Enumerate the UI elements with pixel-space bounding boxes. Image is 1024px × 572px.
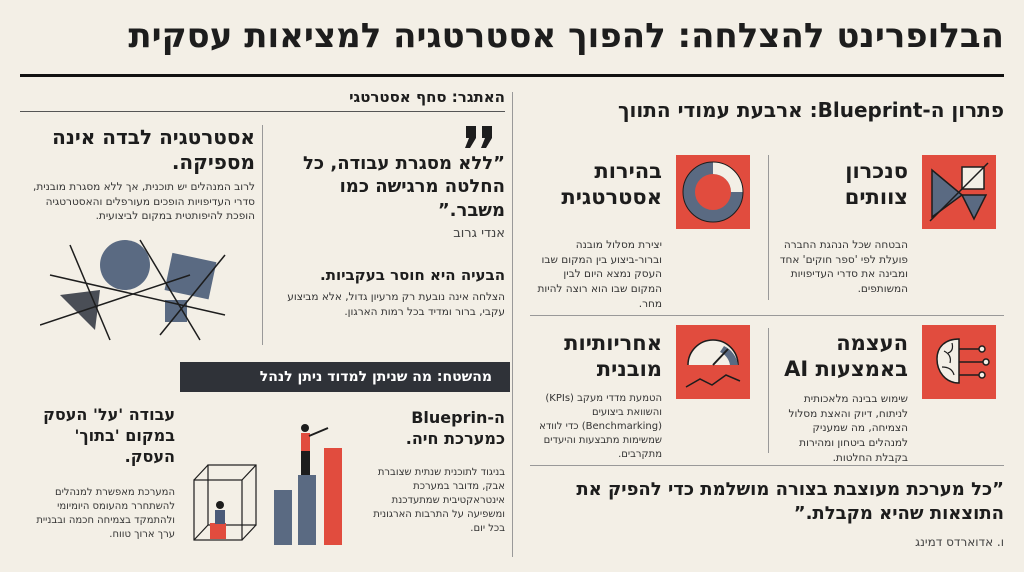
divider: [768, 155, 769, 300]
pillar-title: סנכרון צוותים: [844, 159, 908, 210]
pillar-text: הבטחה שכל הנהגת החברה פועלת לפי 'ספר חוק…: [779, 239, 908, 296]
rule: [20, 111, 505, 112]
pillar-title: בהירות אסטרטגית: [561, 159, 662, 210]
living-title: ה-Blueprin כמערכת חיה.: [405, 408, 505, 448]
challenge-heading: האתגר: סחף אסטרטגי: [349, 88, 505, 106]
divider: [530, 465, 1004, 466]
quote-icon: [465, 126, 492, 148]
ai-icon: [922, 325, 996, 399]
outside-title: עבודה 'על' העסק במקום 'בתוך' העסק.: [43, 405, 175, 466]
problem-text: הצלחה אינה נובעת רק מרעיון גדול, אלא מבי…: [287, 291, 505, 318]
pillar-text: שימוש בבינה מלאכותית לניתוח, דיוק והאצת …: [788, 393, 909, 464]
quote-author: אנדי גרוב: [453, 226, 505, 241]
divider: [768, 328, 769, 453]
pillar-title: אחריותיות מובנית: [564, 331, 662, 382]
sync-icon: [922, 155, 996, 229]
accountability-icon: [676, 325, 750, 399]
title-rule: [20, 74, 1004, 77]
divider: [530, 315, 1004, 316]
column-divider: [512, 92, 513, 557]
quote-text: ”ללא מסגרת עבודה, כל החלטה מרגישה כמו מש…: [303, 153, 505, 221]
living-text: בניגוד לתוכנית שנתית שצוברת אבק, מדובר ב…: [373, 467, 505, 534]
pillar-text: הטמעת מדדי מעקב (KPIs) והשוואת ביצועים (…: [539, 393, 662, 460]
problem-title: הבעיה היא חוסר בעקביות.: [320, 266, 505, 284]
closing-quote: ”כל מערכת מעוצבת בצורה מושלמת כדי להפיק …: [576, 479, 1004, 525]
growth-art: [274, 424, 342, 545]
insufficient-title: אסטרטגיה לבדה אינה מספיקה.: [52, 125, 255, 174]
field-banner: מהשטח: מה שניתן למדוד ניתן לנהל: [180, 362, 510, 392]
box-art: [193, 464, 257, 541]
pillar-title: העצמה באמצעות AI: [784, 331, 908, 382]
title: הבלופרינט להצלחה: להפוך אסטרטגיה למציאות…: [128, 16, 1004, 56]
closing-author: ו. אדוארדס דמינג: [915, 535, 1004, 549]
outside-text: המערכת מאפשרת למנהלים להשתחרר מהעומס היו…: [36, 487, 175, 540]
divider: [262, 125, 263, 345]
insufficient-text: לרוב המנהלים יש תוכנית, אך ללא מסגרת מוב…: [33, 181, 255, 223]
solution-heading: פתרון ה-Blueprint: ארבעת עמודי התווך: [617, 98, 1004, 122]
chaos-art: [40, 239, 226, 341]
clarity-icon: [676, 155, 750, 229]
pillar-text: יצירת מסלול מובנה וברור-ביצוע בין המקום …: [537, 239, 662, 310]
